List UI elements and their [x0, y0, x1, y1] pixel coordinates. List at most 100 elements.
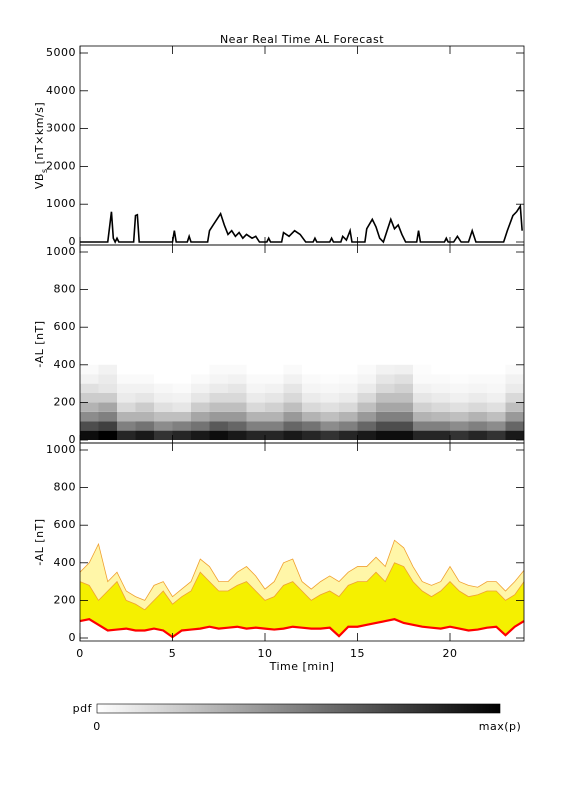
- heat-cell: [357, 411, 376, 422]
- heat-cell: [302, 411, 321, 422]
- heat-cell: [450, 411, 469, 422]
- heat-cell: [320, 430, 339, 440]
- heat-cell: [302, 374, 321, 384]
- y-tick-label: 600: [54, 518, 77, 531]
- x-tick-label: 20: [443, 647, 458, 660]
- heat-cell: [431, 430, 450, 440]
- heat-cell: [172, 430, 191, 440]
- heat-cell: [191, 421, 210, 431]
- heat-cell: [450, 393, 469, 403]
- heat-cell: [154, 364, 173, 375]
- heat-cell: [505, 430, 524, 440]
- heat-cell: [209, 411, 228, 422]
- y-tick-label: 0: [69, 235, 77, 248]
- heat-cell: [339, 383, 358, 393]
- heat-cell: [505, 364, 524, 375]
- heat-cell: [154, 411, 173, 422]
- heat-cell: [487, 430, 506, 440]
- heat-cell: [468, 383, 487, 393]
- panel-frame: [79, 45, 525, 246]
- heat-cell: [376, 374, 395, 384]
- heat-cell: [265, 383, 284, 393]
- heat-cell: [265, 430, 284, 440]
- heat-cell: [431, 421, 450, 431]
- heat-cell: [468, 374, 487, 384]
- heat-cell: [228, 411, 247, 422]
- heat-cell: [209, 430, 228, 440]
- heat-cell: [283, 421, 302, 431]
- heat-cell: [117, 411, 136, 422]
- heat-cell: [80, 364, 99, 375]
- x-tick-label: 0: [76, 647, 84, 660]
- y-tick-label: 200: [54, 593, 77, 606]
- heat-cell: [468, 411, 487, 422]
- heat-cell: [320, 402, 339, 412]
- heat-cell: [154, 393, 173, 403]
- heat-cell: [357, 430, 376, 440]
- heat-cell: [154, 402, 173, 412]
- heat-cell: [357, 421, 376, 431]
- heat-cell: [376, 430, 395, 440]
- heat-cell: [117, 421, 136, 431]
- heat-cell: [117, 393, 136, 403]
- y-tick-label: 4000: [46, 84, 76, 97]
- heat-cell: [117, 430, 136, 440]
- heat-cell: [228, 421, 247, 431]
- panel: [80, 364, 524, 440]
- heat-cell: [431, 374, 450, 384]
- heat-cell: [135, 421, 154, 431]
- heat-cell: [450, 364, 469, 375]
- heat-cell: [283, 411, 302, 422]
- heat-cell: [431, 383, 450, 393]
- y-axis-label: -AL [nT]: [33, 320, 46, 367]
- heat-cell: [302, 421, 321, 431]
- heat-cell: [191, 393, 210, 403]
- heat-cell: [80, 383, 99, 393]
- heat-cell: [394, 402, 413, 412]
- heat-cell: [487, 393, 506, 403]
- heat-cell: [191, 430, 210, 440]
- heat-cell: [246, 383, 265, 393]
- heat-cell: [413, 411, 432, 422]
- heat-cell: [209, 383, 228, 393]
- heat-cell: [98, 383, 117, 393]
- y-axis-label-part: [nT×km/s]: [33, 102, 46, 169]
- heat-cell: [376, 393, 395, 403]
- y-tick-label: 400: [54, 358, 77, 371]
- heat-cell: [172, 411, 191, 422]
- heat-cell: [191, 411, 210, 422]
- heat-cell: [172, 402, 191, 412]
- heat-cell: [357, 402, 376, 412]
- y-tick-label: 1000: [46, 245, 76, 258]
- heat-cell: [265, 421, 284, 431]
- heat-cell: [339, 421, 358, 431]
- heat-cell: [450, 374, 469, 384]
- heat-cell: [283, 402, 302, 412]
- heat-cell: [487, 421, 506, 431]
- heat-cell: [135, 383, 154, 393]
- heat-cell: [468, 364, 487, 375]
- heat-cell: [431, 364, 450, 375]
- x-tick-label: 10: [258, 647, 273, 660]
- median-line: [79, 618, 525, 639]
- heat-cell: [376, 364, 395, 375]
- heat-cell: [302, 430, 321, 440]
- heat-cell: [505, 374, 524, 384]
- heat-cell: [135, 393, 154, 403]
- heat-cell: [80, 402, 99, 412]
- heat-cell: [505, 411, 524, 422]
- y-tick-label: 1000: [46, 443, 76, 456]
- heat-cell: [265, 374, 284, 384]
- heat-cell: [394, 421, 413, 431]
- colorbar-label: pdf: [73, 702, 93, 715]
- heat-cell: [228, 374, 247, 384]
- heat-cell: [320, 383, 339, 393]
- x-axis-label: Time [min]: [269, 660, 335, 673]
- heat-cell: [117, 374, 136, 384]
- heat-cell: [450, 421, 469, 431]
- heat-cell: [228, 402, 247, 412]
- heat-cell: [246, 374, 265, 384]
- heat-cell: [191, 374, 210, 384]
- heat-cell: [209, 402, 228, 412]
